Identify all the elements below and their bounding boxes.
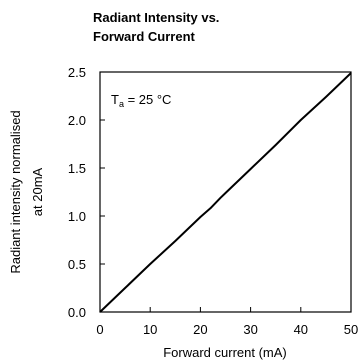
y-tick-label: 1.0 <box>68 209 86 224</box>
chart-title-line-1: Radiant Intensity vs. <box>93 10 219 25</box>
x-tick-label: 0 <box>96 322 103 337</box>
x-axis-label: Forward current (mA) <box>163 345 287 360</box>
y-axis-label-line-2: at 20mA <box>30 167 45 216</box>
x-tick-label: 30 <box>243 322 257 337</box>
annotation-prefix: T <box>111 92 119 107</box>
y-tick-label: 2.5 <box>68 65 86 80</box>
x-tick-label: 10 <box>143 322 157 337</box>
x-tick-label: 20 <box>193 322 207 337</box>
x-tick-label: 50 <box>344 322 358 337</box>
y-tick-label: 2.0 <box>68 113 86 128</box>
annotation-suffix: = 25 °C <box>124 92 171 107</box>
x-tick-label: 40 <box>294 322 308 337</box>
temperature-annotation: Ta = 25 °C <box>111 92 171 109</box>
y-tick-label: 0.5 <box>68 257 86 272</box>
y-axis-label-line-1: Radiant intensity normalised <box>8 110 23 273</box>
series-line-0 <box>99 72 352 313</box>
annotation-subscript: a <box>119 99 124 109</box>
y-tick-label: 0.0 <box>68 305 86 320</box>
plot-frame <box>99 71 352 313</box>
y-tick-label: 1.5 <box>68 161 86 176</box>
chart-title-line-2: Forward Current <box>93 29 196 44</box>
